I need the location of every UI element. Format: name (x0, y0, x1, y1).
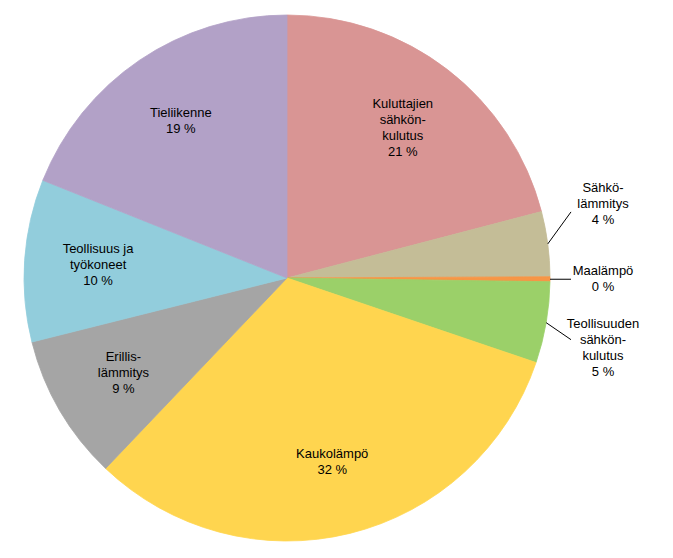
slice-value-label: 21 % (388, 144, 418, 159)
slice-value-label: 9 % (112, 381, 135, 396)
label-line: sähkön- (380, 112, 426, 127)
label-line: kulutus (382, 128, 424, 143)
slice-category-label: Maalämpö (573, 263, 634, 278)
leader-line (548, 212, 571, 244)
slice-value-label: 0 % (592, 279, 615, 294)
slice-category-label: Teollisuudensähkön-kulutus (567, 316, 639, 363)
label-line: Sähkö- (582, 180, 623, 195)
slice-value-label: 4 % (592, 212, 615, 227)
labels: Kuluttajiensähkön-kulutus21 %Sähkö-lämmi… (63, 96, 639, 477)
slice-category-label: Tieliikenne (150, 105, 212, 120)
slice-category-label: Kuluttajiensähkön-kulutus (372, 96, 433, 143)
label-line: Erillis- (106, 349, 141, 364)
leader-line (550, 279, 571, 280)
slice-category-label: Erillis-lämmitys (98, 349, 150, 380)
label-line: Maalämpö (573, 263, 634, 278)
label-line: Tieliikenne (150, 105, 212, 120)
slice-category-label: Sähkö-lämmitys (577, 180, 629, 211)
slice-category-label: Kaukolämpö (296, 446, 368, 461)
label-line: lämmitys (577, 196, 629, 211)
label-line: Kuluttajien (372, 96, 433, 111)
chart-container: Kuluttajiensähkön-kulutus21 %Sähkö-lämmi… (0, 0, 673, 558)
label-line: työkoneet (70, 257, 127, 272)
label-line: lämmitys (98, 365, 150, 380)
slice-value-label: 5 % (592, 364, 615, 379)
slice (287, 212, 550, 278)
slice-value-label: 19 % (166, 121, 196, 136)
pie-chart: Kuluttajiensähkön-kulutus21 %Sähkö-lämmi… (0, 0, 673, 558)
slice-category-label: Teollisuus jatyökoneet (63, 241, 135, 272)
slices (24, 15, 550, 541)
label-line: sähkön- (580, 332, 626, 347)
label-line: kulutus (582, 348, 624, 363)
page: {"chart_data": {"type": "pie", "categori… (0, 0, 673, 558)
label-line: Kaukolämpö (296, 446, 368, 461)
label-line: Teollisuuden (567, 316, 639, 331)
label-line: Teollisuus ja (63, 241, 135, 256)
slice-value-label: 32 % (317, 462, 347, 477)
slice-value-label: 10 % (83, 273, 113, 288)
slice (43, 15, 287, 278)
